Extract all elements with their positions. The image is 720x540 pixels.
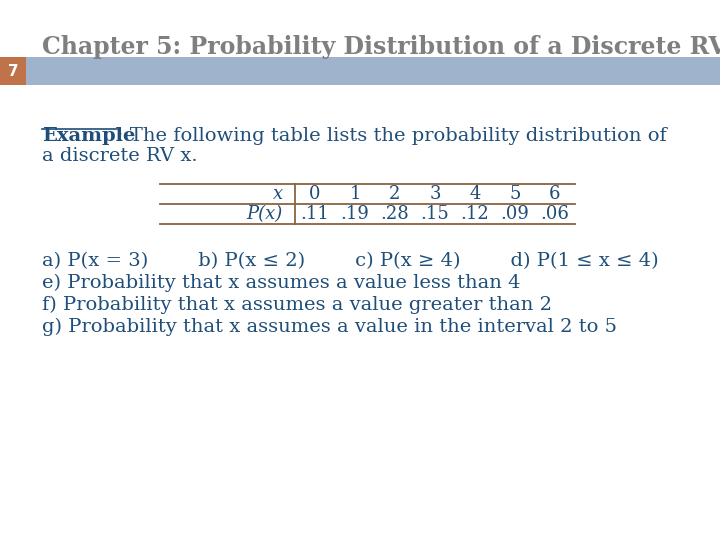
Text: 4: 4: [469, 185, 481, 203]
Text: P(x): P(x): [247, 205, 283, 223]
Text: Chapter 5: Probability Distribution of a Discrete RV: Chapter 5: Probability Distribution of a…: [42, 35, 720, 59]
Text: .11: .11: [300, 205, 330, 223]
Text: 1: 1: [349, 185, 361, 203]
Text: 3: 3: [429, 185, 441, 203]
Bar: [0, 57, 720, 85]
Bar: [0, 57, 26, 85]
Text: e) Probability that x assumes a value less than 4: e) Probability that x assumes a value le…: [42, 274, 521, 292]
Text: f) Probability that x assumes a value greater than 2: f) Probability that x assumes a value gr…: [42, 296, 552, 314]
Text: .15: .15: [420, 205, 449, 223]
Text: 2: 2: [390, 185, 401, 203]
Text: a) P(x = 3)        b) P(x ≤ 2)        c) P(x ≥ 4)        d) P(1 ≤ x ≤ 4): a) P(x = 3) b) P(x ≤ 2) c) P(x ≥ 4) d) P…: [42, 252, 659, 270]
Text: : The following table lists the probability distribution of: : The following table lists the probabil…: [117, 127, 667, 145]
Text: x: x: [273, 185, 283, 203]
Text: a discrete RV x.: a discrete RV x.: [42, 147, 197, 165]
Text: .28: .28: [381, 205, 410, 223]
Text: .19: .19: [341, 205, 369, 223]
Text: 5: 5: [509, 185, 521, 203]
Text: 6: 6: [549, 185, 561, 203]
Text: .06: .06: [541, 205, 570, 223]
Text: g) Probability that x assumes a value in the interval 2 to 5: g) Probability that x assumes a value in…: [42, 318, 617, 336]
Text: 7: 7: [8, 64, 18, 78]
Text: .09: .09: [500, 205, 529, 223]
Text: Example: Example: [42, 127, 135, 145]
Text: 0: 0: [310, 185, 320, 203]
Text: .12: .12: [461, 205, 490, 223]
